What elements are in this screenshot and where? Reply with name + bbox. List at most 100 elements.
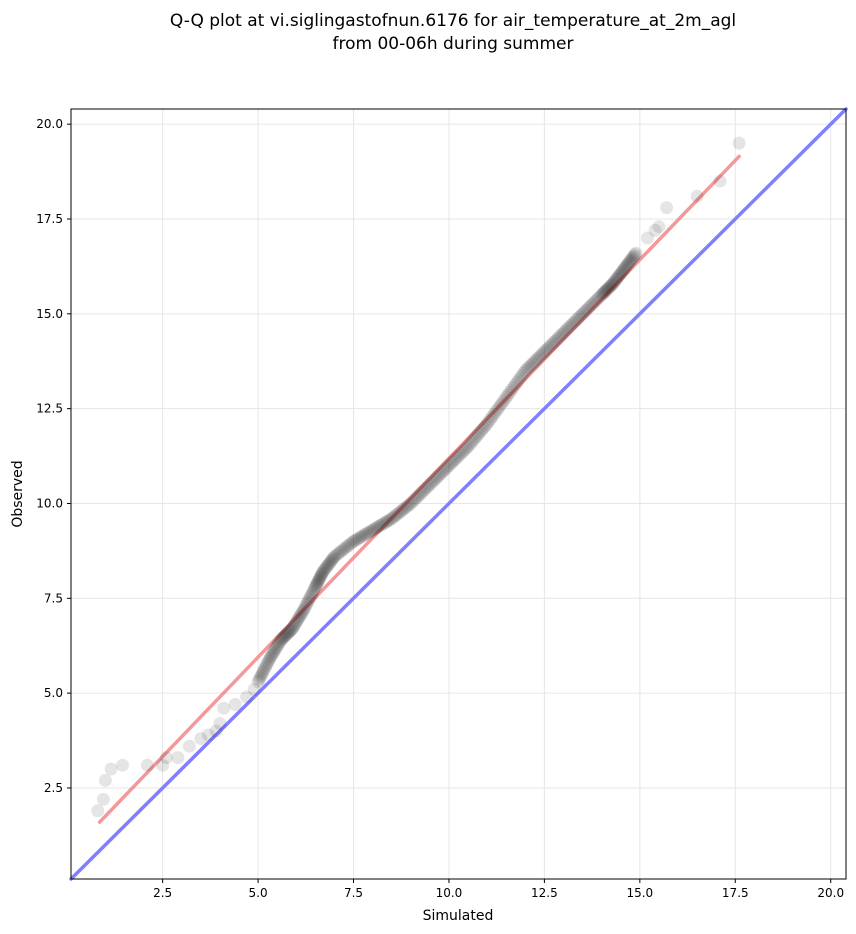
data-point	[625, 252, 639, 266]
y-tick-label: 12.5	[36, 402, 63, 416]
grid-lines	[71, 109, 846, 879]
data-point	[558, 324, 572, 338]
data-point	[306, 584, 320, 598]
data-point	[640, 231, 654, 245]
data-point	[648, 223, 662, 237]
data-point	[597, 286, 611, 300]
data-point	[433, 467, 447, 481]
data-point	[690, 189, 704, 203]
data-point	[541, 341, 555, 355]
data-point	[544, 338, 558, 352]
fit-line-group	[97, 154, 741, 824]
data-point	[438, 462, 452, 476]
data-point	[428, 472, 442, 486]
y-tick-label: 20.0	[36, 117, 63, 131]
data-point	[595, 288, 609, 302]
data-point	[529, 353, 543, 367]
data-point	[340, 540, 354, 554]
data-point	[581, 302, 595, 316]
y-tick-label: 15.0	[36, 307, 63, 321]
identity-line-group	[69, 107, 848, 881]
data-point	[329, 548, 343, 562]
data-point	[259, 658, 273, 672]
data-point	[461, 440, 475, 454]
data-point	[253, 671, 267, 685]
data-point	[605, 278, 619, 292]
data-point	[98, 773, 112, 787]
data-point	[282, 625, 296, 639]
data-point	[281, 626, 295, 640]
data-point	[458, 443, 472, 457]
data-point	[432, 469, 446, 483]
data-point	[534, 348, 548, 362]
data-point	[374, 518, 388, 532]
data-point	[303, 590, 317, 604]
data-point	[536, 346, 550, 360]
data-point	[402, 498, 416, 512]
data-point	[615, 264, 629, 278]
data-point	[252, 673, 266, 687]
data-point	[524, 359, 538, 373]
data-point	[624, 253, 638, 267]
data-point	[555, 328, 569, 342]
data-point	[602, 281, 616, 295]
data-point	[336, 543, 350, 557]
data-point	[414, 486, 428, 500]
data-point	[539, 343, 553, 357]
data-point	[290, 615, 304, 629]
chart-title-line-1: Q-Q plot at vi.siglingastofnun.6176 for …	[170, 11, 736, 31]
data-point	[362, 525, 376, 539]
data-point	[399, 501, 413, 515]
data-point	[312, 572, 326, 586]
data-point	[333, 545, 347, 559]
data-point	[548, 334, 562, 348]
data-point	[280, 627, 294, 641]
data-point	[553, 329, 567, 343]
data-point	[213, 716, 227, 730]
y-tick-label: 10.0	[36, 496, 63, 510]
data-point	[629, 246, 643, 260]
data-point	[518, 364, 532, 378]
data-point	[301, 594, 315, 608]
data-point	[228, 698, 242, 712]
data-point	[614, 265, 628, 279]
data-point	[326, 551, 340, 565]
data-point	[334, 544, 348, 558]
data-point	[567, 315, 581, 329]
data-point	[435, 465, 449, 479]
data-point	[373, 519, 387, 533]
data-point	[315, 566, 329, 580]
plot-area-frame	[70, 108, 847, 880]
data-point	[355, 529, 369, 543]
data-point	[261, 654, 275, 668]
data-point	[276, 631, 290, 645]
data-point	[522, 360, 536, 374]
data-point	[583, 300, 597, 314]
data-point	[352, 531, 366, 545]
data-point	[313, 570, 327, 584]
data-point	[515, 369, 529, 383]
data-point	[258, 660, 272, 674]
data-point	[591, 291, 605, 305]
data-point	[298, 601, 312, 615]
data-point	[412, 488, 426, 502]
data-point	[468, 431, 482, 445]
data-point	[475, 423, 489, 437]
data-point	[171, 751, 185, 765]
data-point	[327, 550, 341, 564]
data-point	[209, 724, 223, 738]
data-point	[311, 574, 325, 588]
data-point	[603, 280, 617, 294]
data-point	[325, 552, 339, 566]
data-point	[618, 261, 632, 275]
data-point	[660, 201, 674, 215]
data-point	[487, 407, 501, 421]
data-point	[584, 298, 598, 312]
data-point	[397, 502, 411, 516]
data-point	[304, 588, 318, 602]
data-point	[288, 618, 302, 632]
data-point	[407, 493, 421, 507]
data-point	[283, 624, 297, 638]
data-point	[300, 596, 314, 610]
